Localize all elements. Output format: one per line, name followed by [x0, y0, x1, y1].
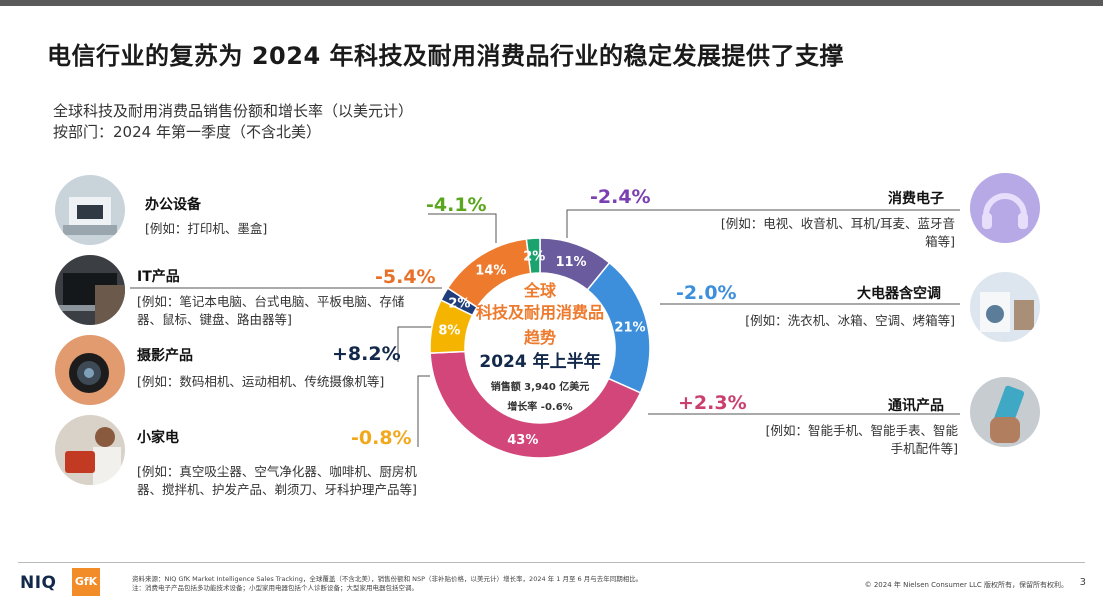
- note-line: 注：消费电子产品包括多功能技术设备；小型家用电器包括个人诊断设备；大型家用电器包…: [132, 584, 418, 592]
- center-growth: 增长率 -0.6%: [507, 400, 572, 413]
- chart-subtitle: 全球科技及耐用消费品销售份额和增长率（以美元计）: [53, 102, 414, 120]
- major-appliances-photo: [970, 272, 1040, 342]
- top-bar: [0, 0, 1103, 6]
- donut-slice-labels: 11% 21% 43% 8% 2% 14% 2%: [438, 250, 645, 448]
- center-sales: 销售额 3,940 亿美元: [491, 380, 590, 393]
- page-title: 电信行业的复苏为 2024 年科技及耐用消费品行业的稳定发展提供了支撑: [47, 42, 845, 70]
- gfk-logo: GfK: [72, 568, 100, 596]
- photography-photo: [55, 335, 125, 405]
- mda-growth-rate: -2.0%: [676, 282, 737, 304]
- source-note: 资料来源：NIQ GfK Market Intelligence Sales T…: [132, 575, 642, 593]
- niq-logo: NIQ: [20, 573, 57, 593]
- connector-office: [428, 213, 497, 243]
- consumer-electronics-photo: [970, 173, 1040, 243]
- footer-divider: [18, 562, 1085, 563]
- slice-label-5: 14%: [475, 264, 506, 279]
- chart-subtitle-period: 按部门：2024 年第一季度（不含北美）: [53, 123, 321, 141]
- donut-hole: [465, 273, 615, 423]
- it-products-photo: [55, 255, 125, 325]
- office-growth-rate: -4.1%: [426, 194, 487, 216]
- telecom-examples: [例如：智能手机、智能手表、智能手机配件等]: [765, 423, 958, 456]
- sda-examples: [例如：真空吸尘器、空气净化器、咖啡机、厨房机器、搅拌机、护发产品、剃须刀、牙科…: [137, 464, 417, 497]
- small-appliances-photo: [55, 415, 125, 485]
- connector-sda: [417, 375, 430, 447]
- it-category: IT产品: [137, 269, 180, 285]
- center-line1: 全球: [523, 281, 557, 300]
- photo-examples: [例如：数码相机、运动相机、传统摄像机等]: [137, 374, 385, 389]
- page-number: 3: [1079, 577, 1086, 588]
- mda-category: 大电器含空调: [857, 286, 941, 302]
- ce-examples: [例如：电视、收音机、耳机/耳麦、蓝牙音箱等]: [720, 216, 955, 249]
- telecom-photo: [970, 377, 1040, 447]
- it-examples: [例如：笔记本电脑、台式电脑、平板电脑、存储器、鼠标、键盘、路由器等]: [137, 294, 405, 327]
- connector-ce: [566, 209, 960, 238]
- center-line2: 科技及耐用消费品: [476, 303, 604, 322]
- center-line3: 趋势: [524, 328, 556, 347]
- telecom-growth-rate: +2.3%: [678, 392, 747, 414]
- slice-label-0: 11%: [555, 255, 586, 270]
- it-growth-rate: -5.4%: [375, 266, 436, 288]
- slice-label-1: 21%: [614, 321, 645, 336]
- slice-label-4: 2%: [448, 297, 470, 312]
- connector-lines: [130, 209, 960, 447]
- sda-growth-rate: -0.8%: [351, 427, 412, 449]
- slice-label-3: 8%: [438, 323, 460, 338]
- connector-photo: [397, 326, 432, 362]
- photo-growth-rate: +8.2%: [332, 343, 401, 365]
- ce-growth-rate: -2.4%: [590, 186, 651, 208]
- office-examples: [例如：打印机、墨盒]: [145, 221, 268, 236]
- ce-category: 消费电子: [888, 191, 944, 207]
- photo-category: 摄影产品: [137, 348, 193, 364]
- donut-slices: [429, 237, 651, 459]
- source-line: 资料来源：NIQ GfK Market Intelligence Sales T…: [132, 575, 643, 583]
- office-equipment-photo: [55, 175, 125, 245]
- slice-label-6: 2%: [523, 250, 545, 265]
- center-period: 2024 年上半年: [479, 351, 600, 372]
- telecom-category: 通讯产品: [888, 398, 944, 414]
- sda-category: 小家电: [137, 430, 179, 446]
- copyright: © 2024 年 Nielsen Consumer LLC 版权所有，保留所有权…: [864, 581, 1068, 589]
- slice-label-2: 43%: [507, 433, 538, 448]
- mda-examples: [例如：洗衣机、冰箱、空调、烤箱等]: [745, 313, 955, 328]
- office-category: 办公设备: [145, 197, 201, 213]
